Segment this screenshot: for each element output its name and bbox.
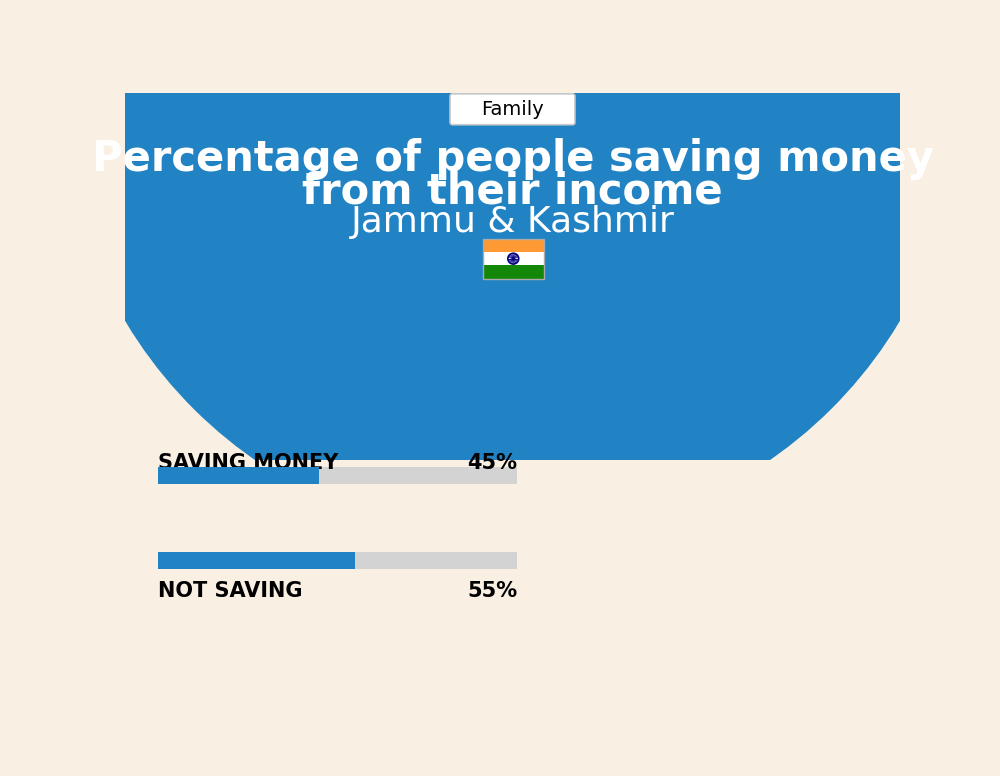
Bar xyxy=(483,265,544,279)
Bar xyxy=(158,552,355,569)
Bar xyxy=(158,467,319,484)
Text: SAVING MONEY: SAVING MONEY xyxy=(158,452,338,473)
Bar xyxy=(158,467,517,484)
Bar xyxy=(483,252,544,265)
Text: Percentage of people saving money: Percentage of people saving money xyxy=(92,138,934,180)
Text: 55%: 55% xyxy=(467,580,517,601)
Bar xyxy=(158,552,517,569)
Bar xyxy=(483,239,544,279)
Text: Family: Family xyxy=(481,100,544,119)
Text: NOT SAVING: NOT SAVING xyxy=(158,580,302,601)
Text: from their income: from their income xyxy=(302,171,723,213)
FancyBboxPatch shape xyxy=(450,94,575,125)
Text: 45%: 45% xyxy=(467,452,517,473)
Circle shape xyxy=(63,0,962,540)
Bar xyxy=(483,239,544,252)
Text: Jammu & Kashmir: Jammu & Kashmir xyxy=(351,206,674,240)
